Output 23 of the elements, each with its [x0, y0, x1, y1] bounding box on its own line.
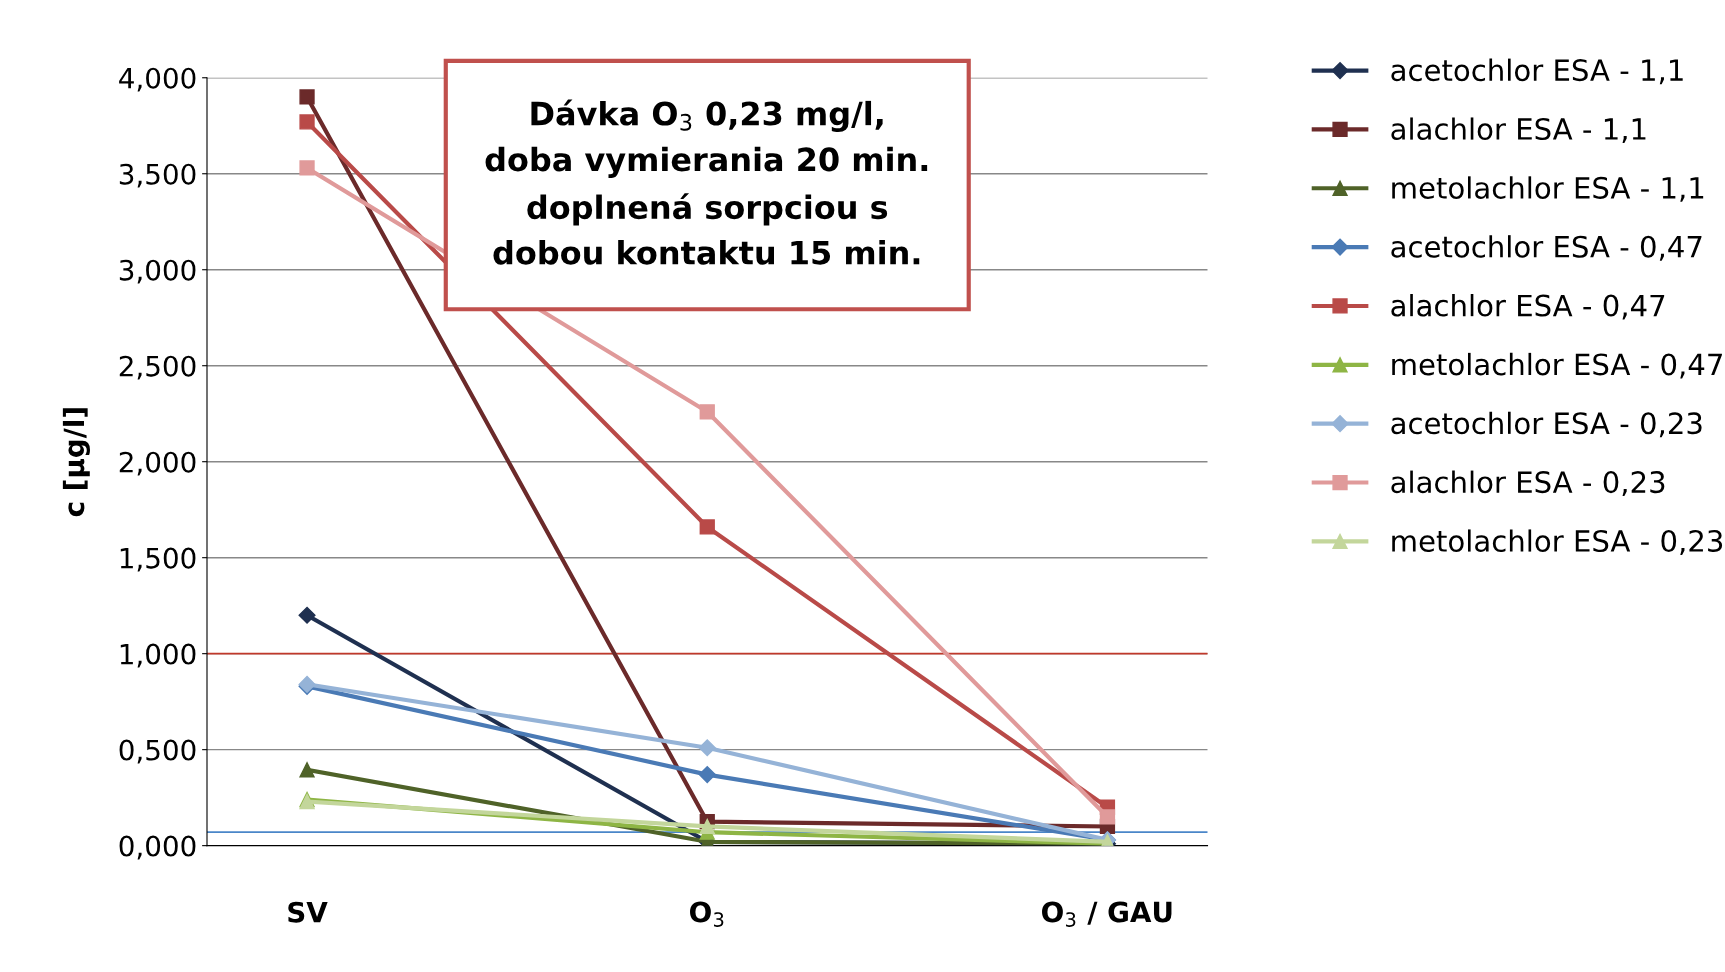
y-tick-label: 2,000: [119, 451, 196, 476]
legend-label: acetochlor ESA - 0,47: [1391, 235, 1702, 261]
y-tick-label: 1,500: [120, 547, 196, 572]
x-tick-label: O$_{3}$ / GAU: [1042, 901, 1172, 927]
y-tick-label: 3,000: [119, 259, 196, 284]
legend-label: alachlor ESA - 0,23: [1391, 470, 1665, 497]
y-tick-label: 4,000: [119, 67, 196, 92]
x-tick-label: O$_{3}$: [690, 901, 724, 927]
legend-label: alachlor ESA - 1,1: [1391, 117, 1646, 143]
legend-label: metolachlor ESA - 0,47: [1392, 352, 1722, 379]
legend-label: metolachlor ESA - 0,23: [1392, 529, 1723, 555]
y-tick-label: 2,500: [119, 355, 196, 380]
y-axis-title: c [µg/l]: [62, 408, 90, 517]
y-tick-label: 0,000: [119, 835, 196, 860]
annotation: Dávka O$_{3}$ 0,23 mg/l, doba vymierania 20 min. doplnená sorpciou s dobou kontaktu 15 min.: [485, 99, 928, 265]
legend-label: acetochlor ESA - 0,23: [1391, 411, 1702, 438]
legend-label: metolachlor ESA - 1,1: [1392, 176, 1704, 202]
legend-label: alachlor ESA - 0,47: [1391, 294, 1665, 320]
y-tick-label: 0,500: [119, 739, 196, 764]
x-tick-label: SV: [288, 901, 328, 923]
y-tick-label: 1,000: [120, 643, 196, 668]
y-tick-label: 3,500: [119, 163, 196, 188]
legend-label: acetochlor ESA - 1,1: [1391, 58, 1683, 85]
